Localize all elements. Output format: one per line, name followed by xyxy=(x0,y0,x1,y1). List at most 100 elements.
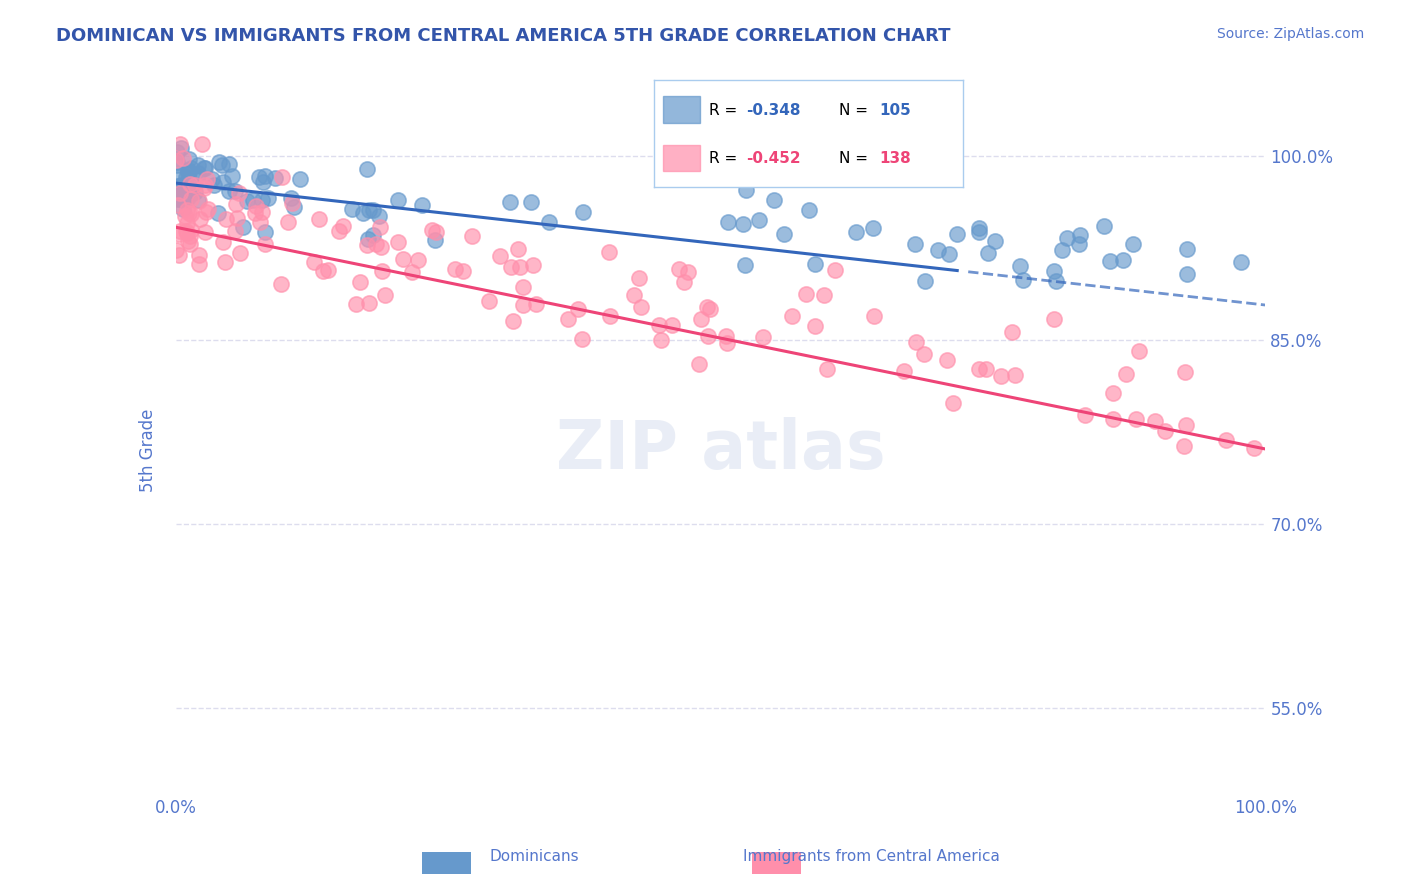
Dominicans xyxy=(250,193,273,207)
Dominicans xyxy=(903,236,925,251)
Dominicans xyxy=(187,158,209,172)
Immigrants from Central America xyxy=(176,226,198,240)
Dominicans xyxy=(1008,259,1031,273)
Immigrants from Central America xyxy=(212,235,235,250)
Dominicans xyxy=(1056,231,1078,245)
Immigrants from Central America xyxy=(253,236,276,251)
Immigrants from Central America xyxy=(794,287,817,301)
Dominicans xyxy=(1069,227,1091,242)
Immigrants from Central America xyxy=(226,211,249,225)
Dominicans xyxy=(257,191,280,205)
Bar xyxy=(664,96,700,123)
Immigrants from Central America xyxy=(179,229,201,244)
Dominicans xyxy=(264,171,287,186)
Immigrants from Central America xyxy=(451,264,474,278)
Immigrants from Central America xyxy=(1125,412,1147,426)
Immigrants from Central America xyxy=(179,237,201,252)
Immigrants from Central America xyxy=(228,186,250,200)
Dominicans xyxy=(1069,237,1091,252)
Immigrants from Central America xyxy=(661,318,683,333)
Immigrants from Central America xyxy=(368,220,391,235)
Dominicans xyxy=(1175,268,1198,282)
Immigrants from Central America xyxy=(165,153,187,168)
Dominicans xyxy=(748,212,770,227)
Dominicans xyxy=(356,162,378,177)
Immigrants from Central America xyxy=(813,288,835,302)
Dominicans xyxy=(1175,242,1198,256)
Dominicans xyxy=(166,154,188,169)
Dominicans xyxy=(1043,264,1066,278)
Immigrants from Central America xyxy=(571,332,593,346)
Dominicans xyxy=(762,194,785,208)
Immigrants from Central America xyxy=(630,300,652,314)
Immigrants from Central America xyxy=(357,295,380,310)
Dominicans xyxy=(520,195,543,210)
Immigrants from Central America xyxy=(524,296,547,310)
Dominicans xyxy=(208,154,231,169)
Immigrants from Central America xyxy=(328,224,350,238)
Immigrants from Central America xyxy=(302,255,325,269)
Dominicans xyxy=(218,157,240,171)
Dominicans xyxy=(179,186,201,200)
Immigrants from Central America xyxy=(804,318,827,333)
Immigrants from Central America xyxy=(699,302,721,317)
Dominicans xyxy=(804,257,827,271)
Immigrants from Central America xyxy=(1215,434,1237,448)
Dominicans xyxy=(537,215,560,229)
Immigrants from Central America xyxy=(904,334,927,349)
Dominicans xyxy=(357,203,380,218)
Dominicans xyxy=(253,169,276,184)
Dominicans xyxy=(177,152,200,166)
Immigrants from Central America xyxy=(370,263,392,277)
Dominicans xyxy=(1045,274,1067,288)
Dominicans xyxy=(967,225,990,239)
Immigrants from Central America xyxy=(696,300,718,314)
Dominicans xyxy=(167,178,190,193)
Immigrants from Central America xyxy=(187,257,209,271)
Dominicans xyxy=(166,169,188,184)
Immigrants from Central America xyxy=(752,330,775,344)
Immigrants from Central America xyxy=(183,178,205,192)
Immigrants from Central America xyxy=(668,261,690,276)
Immigrants from Central America xyxy=(281,195,304,210)
Dominicans xyxy=(187,166,209,180)
Dominicans xyxy=(194,161,217,175)
Dominicans xyxy=(799,202,821,217)
Immigrants from Central America xyxy=(501,260,523,274)
Immigrants from Central America xyxy=(250,204,273,219)
Immigrants from Central America xyxy=(167,248,190,262)
Text: DOMINICAN VS IMMIGRANTS FROM CENTRAL AMERICA 5TH GRADE CORRELATION CHART: DOMINICAN VS IMMIGRANTS FROM CENTRAL AME… xyxy=(56,27,950,45)
Dominicans xyxy=(717,214,740,228)
Dominicans xyxy=(363,228,385,243)
Immigrants from Central America xyxy=(224,224,246,238)
Dominicans xyxy=(187,193,209,207)
Dominicans xyxy=(224,184,246,198)
Immigrants from Central America xyxy=(167,227,190,242)
Immigrants from Central America xyxy=(627,270,650,285)
Dominicans xyxy=(201,172,224,186)
Immigrants from Central America xyxy=(1243,442,1265,456)
Immigrants from Central America xyxy=(716,328,738,343)
Immigrants from Central America xyxy=(598,244,620,259)
Text: N =: N = xyxy=(839,151,873,166)
Dominicans xyxy=(184,185,207,199)
Immigrants from Central America xyxy=(1004,368,1026,383)
Immigrants from Central America xyxy=(502,314,524,328)
Immigrants from Central America xyxy=(522,258,544,272)
Immigrants from Central America xyxy=(176,202,198,217)
Immigrants from Central America xyxy=(215,211,238,226)
Dominicans xyxy=(165,186,187,200)
Dominicans xyxy=(927,243,949,257)
Immigrants from Central America xyxy=(166,198,188,212)
Dominicans xyxy=(280,191,302,205)
Dominicans xyxy=(368,209,391,223)
Dominicans xyxy=(283,201,305,215)
Dominicans xyxy=(914,274,936,288)
Dominicans xyxy=(166,145,188,159)
Immigrants from Central America xyxy=(696,329,718,343)
Immigrants from Central America xyxy=(180,223,202,237)
Dominicans xyxy=(186,169,208,183)
Dominicans xyxy=(411,198,433,212)
Immigrants from Central America xyxy=(169,224,191,238)
Immigrants from Central America xyxy=(863,310,886,324)
